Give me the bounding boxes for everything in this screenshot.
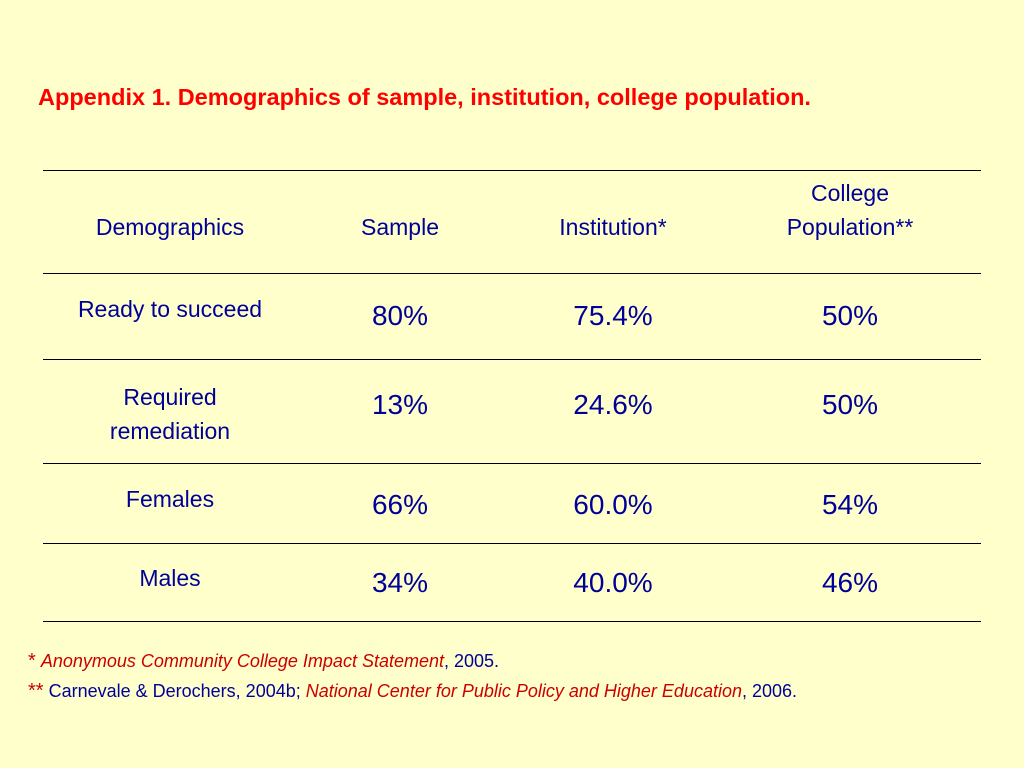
row-label-ready: Ready to succeed — [77, 296, 263, 322]
footnote-1-tail: , 2005. — [444, 651, 500, 671]
row-divider — [43, 463, 981, 464]
footnote-2-tail: , 2006. — [742, 681, 798, 701]
table-bottom-rule — [43, 621, 981, 622]
header-college-population: College Population** — [740, 176, 960, 244]
row-divider — [43, 543, 981, 544]
footnote-2-lead: Carnevale & Derochers, 2004b; — [48, 681, 306, 701]
row-label-remediation-line1: Required — [123, 384, 217, 410]
cell-institution: 75.4% — [573, 300, 653, 331]
cell-college: 54% — [821, 489, 879, 520]
header-sample: Sample — [361, 214, 439, 240]
cell-college: 46% — [821, 567, 879, 598]
header-college-line1: College — [811, 180, 889, 206]
cell-institution: 40.0% — [573, 567, 653, 598]
row-label-males: Males — [139, 565, 201, 591]
footnote-1-marker: * — [28, 650, 36, 672]
cell-institution: 60.0% — [573, 489, 653, 520]
footnote-2-source: National Center for Public Policy and Hi… — [305, 681, 742, 701]
header-college-line2: Population** — [786, 214, 914, 240]
header-demographics: Demographics — [95, 214, 245, 240]
cell-sample: 66% — [371, 489, 429, 520]
slide-title: Appendix 1. Demographics of sample, inst… — [38, 84, 811, 110]
footnote-2: ** Carnevale & Derochers, 2004b; Nationa… — [28, 680, 797, 703]
cell-sample: 13% — [371, 389, 429, 420]
footnote-2-marker: ** — [28, 680, 44, 702]
header-institution: Institution* — [559, 214, 667, 240]
row-label-remediation: Required remediation — [40, 380, 300, 448]
cell-sample: 34% — [371, 567, 429, 598]
footnote-1-source: Anonymous Community College Impact State… — [40, 651, 444, 671]
row-label-remediation-line2: remediation — [109, 418, 231, 444]
table-top-rule — [43, 170, 981, 171]
row-divider — [43, 359, 981, 360]
cell-college: 50% — [821, 300, 879, 331]
cell-college: 50% — [821, 389, 879, 420]
cell-institution: 24.6% — [573, 389, 653, 420]
header-bottom-rule — [43, 273, 981, 274]
footnote-1: * Anonymous Community College Impact Sta… — [28, 650, 499, 673]
row-label-females: Females — [125, 486, 215, 512]
cell-sample: 80% — [371, 300, 429, 331]
